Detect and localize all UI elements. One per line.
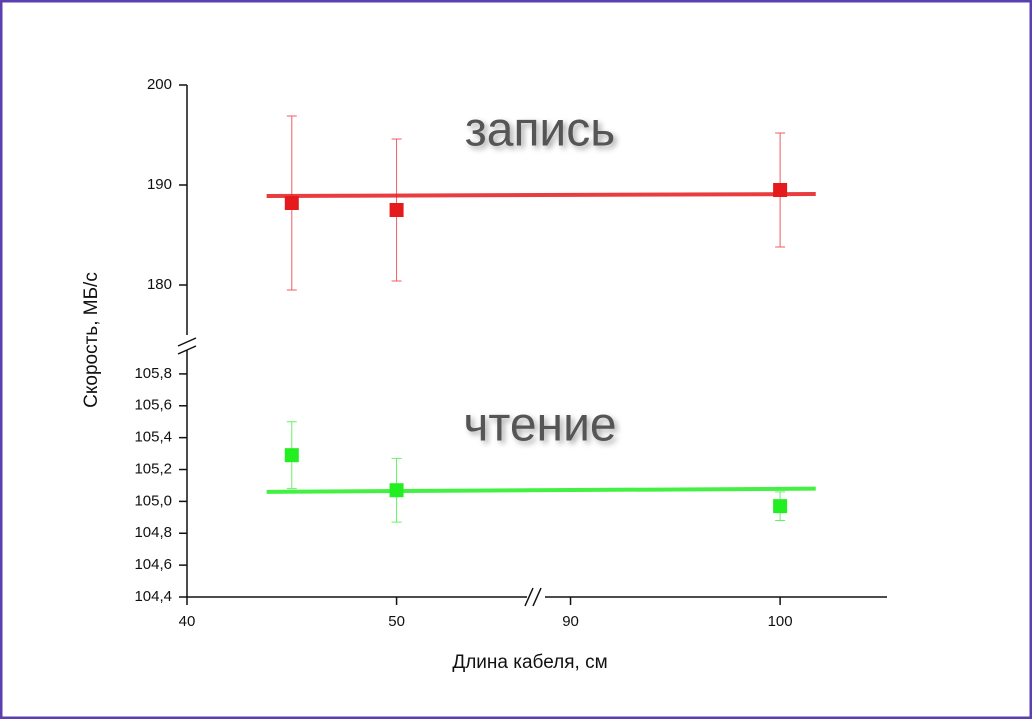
y-axis-label: Скорость, МБ/с: [81, 272, 102, 408]
point: [773, 183, 788, 197]
y-tick-label: 105,2: [134, 460, 172, 477]
y-tick-label: 104,6: [134, 556, 172, 573]
point: [389, 483, 404, 498]
series-label: чтение: [463, 399, 616, 452]
y-tick-label: 105,4: [134, 429, 172, 446]
y-tick-label: 105,8: [134, 365, 172, 382]
point: [284, 196, 299, 210]
x-axis-label: Длина кабеля, см: [452, 652, 607, 673]
y-tick-label: 105,6: [134, 397, 172, 414]
x-tick-label: 40: [179, 613, 196, 630]
y-tick-label: 190: [147, 176, 172, 193]
x-tick-label: 90: [562, 613, 579, 630]
y-tick-label: 104,4: [134, 588, 172, 605]
y-tick-label: 104,8: [134, 524, 172, 541]
y-tick-label: 105,0: [134, 492, 172, 509]
x-break: [524, 587, 542, 607]
y-tick-label: 200: [147, 76, 172, 93]
point: [284, 448, 299, 463]
point: [389, 203, 404, 217]
fit-line: [266, 486, 816, 494]
x-tick-label: 50: [388, 613, 405, 630]
fit-line: [266, 192, 816, 198]
x-tick-label: 100: [768, 613, 793, 630]
series-label: запись: [465, 104, 616, 157]
y-break: [177, 337, 197, 355]
y-tick-label: 180: [147, 276, 172, 293]
point: [773, 499, 788, 514]
